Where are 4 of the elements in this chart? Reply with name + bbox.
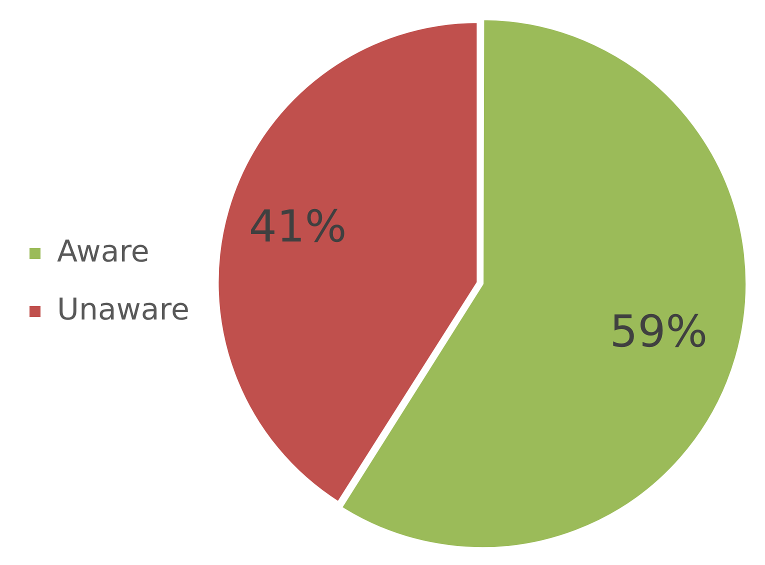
legend-label: Unaware [57,292,190,328]
legend-label: Aware [57,234,150,270]
data-label: 59% [610,306,708,358]
data-label: 41% [248,202,347,253]
